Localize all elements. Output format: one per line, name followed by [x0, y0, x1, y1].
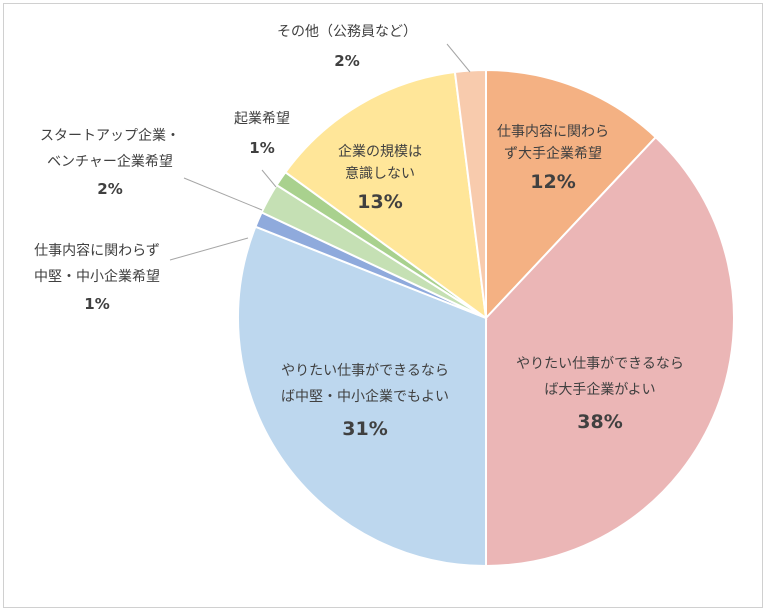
slice-value-label: 13%	[357, 191, 402, 213]
slice-value-label: 38%	[577, 411, 622, 433]
leader-line	[169, 237, 249, 261]
pie-slice	[453, 68, 487, 319]
slice-label: ず大手企業希望	[504, 145, 602, 162]
slice-label: やりたい仕事ができるなら	[516, 356, 684, 372]
slice-value-label: 2%	[97, 180, 122, 198]
slice-value-label: 2%	[334, 52, 359, 70]
slice-value-label: 1%	[249, 139, 274, 157]
pie-slice	[485, 135, 735, 568]
slice-label: やりたい仕事ができるなら	[281, 363, 449, 379]
slice-label: ば中堅・中小企業でもよい	[281, 388, 449, 405]
pie-slice	[237, 225, 487, 568]
slice-label: 仕事内容に関わらず	[34, 242, 160, 259]
leader-line	[183, 177, 263, 211]
leader-line	[446, 43, 471, 73]
slice-label: 企業の規模は	[338, 143, 422, 160]
slice-label: 仕事内容に関わら	[497, 123, 609, 140]
slice-label: 起業希望	[234, 111, 290, 127]
slice-label: ば大手企業がよい	[544, 381, 655, 398]
pie-slice	[485, 68, 658, 321]
slice-label: ベンチャー企業希望	[47, 153, 173, 170]
slice-value-label: 1%	[84, 295, 109, 313]
slice-label: 中堅・中小企業希望	[34, 268, 160, 285]
pie-slice	[283, 70, 488, 321]
leader-line	[261, 169, 277, 188]
slice-value-label: 12%	[530, 171, 575, 193]
slice-label: その他（公務員など）	[277, 24, 417, 40]
slice-label: スタートアップ企業・	[40, 127, 180, 144]
slice-value-label: 31%	[342, 418, 387, 440]
slice-label: 意識しない	[345, 165, 415, 182]
